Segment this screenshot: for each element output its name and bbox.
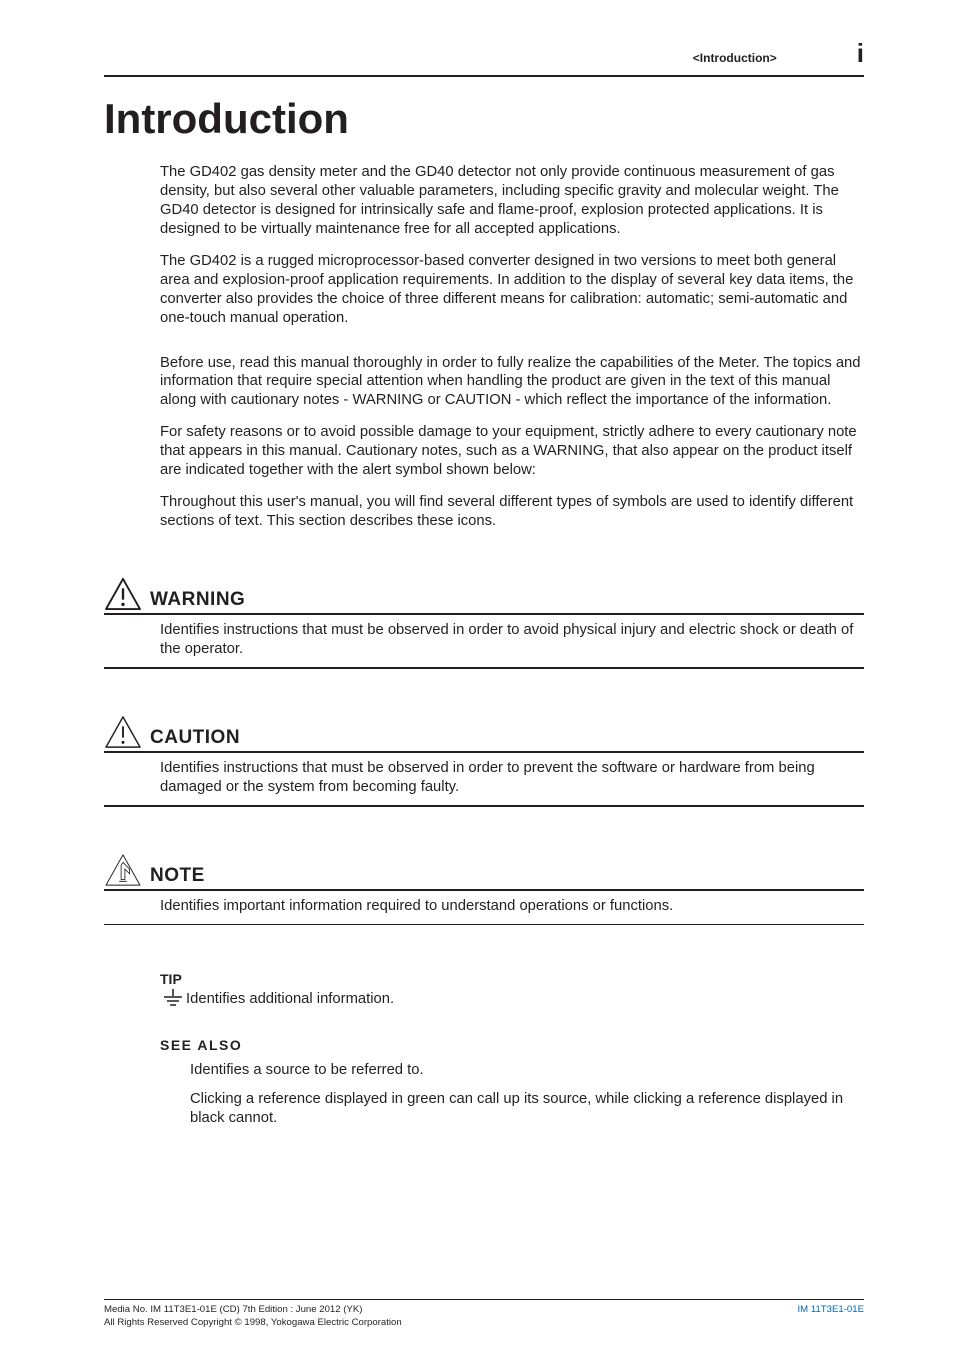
caution-heading: CAUTION <box>104 715 864 753</box>
caution-label: CAUTION <box>150 727 240 749</box>
warning-label: WARNING <box>150 589 245 611</box>
footer-rule <box>104 1299 864 1300</box>
caution-end-rule <box>104 805 864 807</box>
tip-row: Identifies additional information. <box>160 989 864 1009</box>
caution-section: CAUTION Identifies instructions that mus… <box>104 715 864 807</box>
page-title: Introduction <box>104 95 864 143</box>
seealso-label: SEE ALSO <box>160 1037 864 1053</box>
tip-text: Identifies additional information. <box>186 991 394 1007</box>
warning-section: WARNING Identifies instructions that mus… <box>104 577 864 669</box>
tip-section: TIP Identifies additional information. <box>160 971 864 1009</box>
warning-text: Identifies instructions that must be obs… <box>160 621 864 665</box>
footer-row: Media No. IM 11T3E1-01E (CD) 7th Edition… <box>104 1304 864 1330</box>
tip-ground-icon <box>160 989 186 1009</box>
intro-body: The GD402 gas density meter and the GD40… <box>160 163 864 531</box>
intro-paragraph: Throughout this user's manual, you will … <box>160 493 864 531</box>
caution-triangle-icon <box>104 715 142 749</box>
warning-end-rule <box>104 667 864 669</box>
intro-paragraph: The GD402 gas density meter and the GD40… <box>160 163 864 239</box>
caution-text: Identifies instructions that must be obs… <box>160 759 864 803</box>
intro-paragraph: Before use, read this manual thoroughly … <box>160 354 864 411</box>
footer-docref: IM 11T3E1-01E <box>798 1304 864 1315</box>
intro-paragraph: For safety reasons or to avoid possible … <box>160 423 864 480</box>
note-label: NOTE <box>150 865 205 887</box>
note-pointer-icon <box>104 853 142 887</box>
page-footer: Media No. IM 11T3E1-01E (CD) 7th Edition… <box>104 1299 864 1330</box>
page: <Introduction> i Introduction The GD402 … <box>0 0 954 1350</box>
footer-media: Media No. IM 11T3E1-01E (CD) 7th Edition… <box>104 1304 402 1317</box>
note-text: Identifies important information require… <box>160 897 864 922</box>
tip-label: TIP <box>160 971 864 987</box>
seealso-body: Identifies a source to be referred to. C… <box>190 1061 864 1128</box>
seealso-line: Clicking a reference displayed in green … <box>190 1090 864 1128</box>
note-heading: NOTE <box>104 853 864 891</box>
footer-left: Media No. IM 11T3E1-01E (CD) 7th Edition… <box>104 1304 402 1330</box>
seealso-line: Identifies a source to be referred to. <box>190 1061 864 1080</box>
footer-copyright: All Rights Reserved Copyright © 1998, Yo… <box>104 1317 402 1330</box>
page-number: i <box>857 38 864 69</box>
warning-triangle-icon <box>104 577 142 611</box>
header-section-label: <Introduction> <box>693 51 777 65</box>
note-section: NOTE Identifies important information re… <box>104 853 864 925</box>
page-header: <Introduction> i <box>104 38 864 77</box>
seealso-section: SEE ALSO Identifies a source to be refer… <box>160 1037 864 1128</box>
intro-paragraph: The GD402 is a rugged microprocessor-bas… <box>160 252 864 328</box>
note-end-rule <box>104 924 864 925</box>
warning-heading: WARNING <box>104 577 864 615</box>
